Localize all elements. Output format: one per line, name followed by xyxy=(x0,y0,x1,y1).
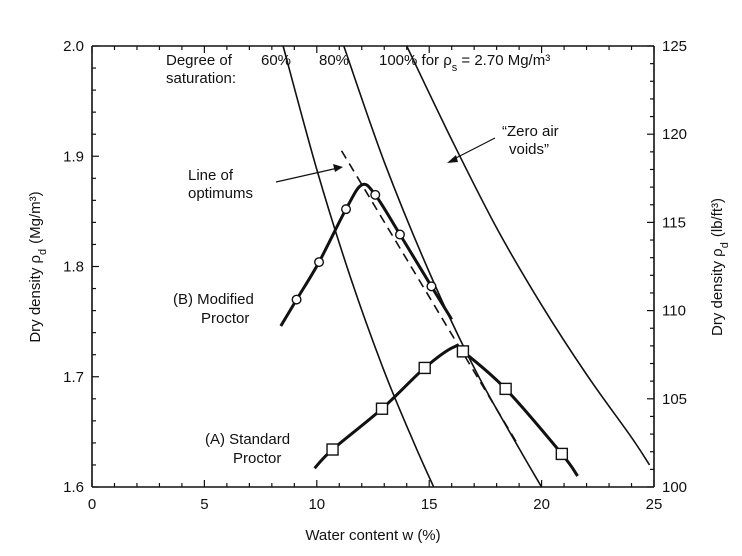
y-tick-label: 2.0 xyxy=(63,38,84,55)
modified-line-1: (B) Modified xyxy=(173,291,254,308)
x-tick-label: 15 xyxy=(421,496,438,513)
standard-proctor-point xyxy=(418,361,431,375)
standard-proctor-point xyxy=(375,402,389,415)
markers-layer xyxy=(291,189,569,461)
plot-frame xyxy=(91,45,655,488)
saturation-100-sub: s xyxy=(452,62,458,74)
zero-air-voids-arrowhead xyxy=(447,155,458,163)
line-of-optimums-label: Line of optimums xyxy=(188,167,253,202)
saturation-60-label: 60% xyxy=(261,52,291,69)
y2-axis-label-sub: d xyxy=(719,242,731,248)
standard-proctor-label: (A) Standard Proctor xyxy=(205,431,290,467)
modified-proctor-point xyxy=(291,294,302,305)
modified-proctor-curve xyxy=(279,182,453,327)
x-tick-label: 0 xyxy=(88,496,96,513)
y-axis-label-sub: d xyxy=(37,249,49,255)
standard-proctor-point xyxy=(555,447,569,461)
ticks-layer xyxy=(91,45,655,488)
optimums-line-1: Line of xyxy=(188,167,234,184)
x-tick-label: 20 xyxy=(533,496,550,513)
y2-tick-label: 115 xyxy=(662,214,686,231)
y-axis-label: Dry density ρd (Mg/m³) xyxy=(27,191,49,342)
y2-axis-label-main: Dry density ρ xyxy=(709,248,726,336)
modified-proctor-point xyxy=(370,189,381,200)
saturation-80-curve xyxy=(343,45,543,488)
y-axis-label-main: Dry density ρ xyxy=(27,255,44,343)
modified-proctor-point xyxy=(426,281,437,292)
saturation-100-label: 100% for ρs = 2.70 Mg/m³ xyxy=(379,52,550,74)
y2-axis-label-unit: (lb/ft³) xyxy=(709,198,726,237)
y2-tick-label: 120 xyxy=(662,126,687,143)
modified-proctor-label: (B) Modified Proctor xyxy=(173,291,254,327)
y2-tick-label: 105 xyxy=(662,391,687,408)
standard-proctor-point xyxy=(499,382,512,396)
standard-proctor-point xyxy=(456,345,470,358)
degree-line-1: Degree of xyxy=(166,52,233,69)
y-tick-label: 1.8 xyxy=(63,259,84,276)
saturation-100-main: 100% for ρ xyxy=(379,52,452,69)
zero-air-line-2: voids” xyxy=(509,141,549,158)
y-tick-label: 1.7 xyxy=(63,369,84,386)
y-tick-label: 1.9 xyxy=(63,148,84,165)
modified-proctor-point xyxy=(341,204,352,215)
line-of-optimums xyxy=(340,150,518,444)
optimums-arrowhead xyxy=(333,164,343,172)
standard-line-2: Proctor xyxy=(233,450,281,467)
optimums-line-2: optimums xyxy=(188,185,253,202)
saturation-80-label: 80% xyxy=(319,52,349,69)
standard-proctor-curve xyxy=(313,343,579,477)
x-tick-label: 10 xyxy=(308,496,325,513)
standard-proctor-point xyxy=(326,443,339,456)
y2-tick-label: 110 xyxy=(662,303,686,320)
saturation-60-curve xyxy=(282,45,435,488)
degree-line-2: saturation: xyxy=(166,70,236,87)
zero-air-line-1: “Zero air xyxy=(502,123,559,140)
degree-of-saturation-label: Degree of saturation: xyxy=(166,52,236,87)
modified-line-2: Proctor xyxy=(201,310,249,327)
y2-tick-label: 100 xyxy=(662,479,687,496)
zero-air-voids-arrow xyxy=(451,137,496,161)
optimums-arrow xyxy=(275,167,339,183)
saturation-100-curve xyxy=(405,45,651,466)
tick-labels-layer: 0 5 10 15 20 25 1.6 1.7 1.8 1.9 2.0 100 105 110 115 120… xyxy=(63,38,687,513)
y2-axis-label: Dry density ρd (lb/ft³) xyxy=(709,198,731,336)
y-axis-label-unit: (Mg/m³) xyxy=(27,191,44,244)
modified-proctor-point xyxy=(394,229,405,240)
x-tick-label: 25 xyxy=(646,496,663,513)
modified-proctor-point xyxy=(314,257,325,268)
curves-layer xyxy=(279,45,651,488)
zero-air-voids-label: “Zero air voids” xyxy=(502,123,559,158)
y-tick-label: 1.6 xyxy=(63,479,84,496)
standard-line-1: (A) Standard xyxy=(205,431,290,448)
x-axis-label: Water content w (%) xyxy=(305,527,440,544)
x-tick-label: 5 xyxy=(200,496,208,513)
y2-tick-label: 125 xyxy=(662,38,687,55)
saturation-100-suffix: = 2.70 Mg/m³ xyxy=(457,52,550,69)
